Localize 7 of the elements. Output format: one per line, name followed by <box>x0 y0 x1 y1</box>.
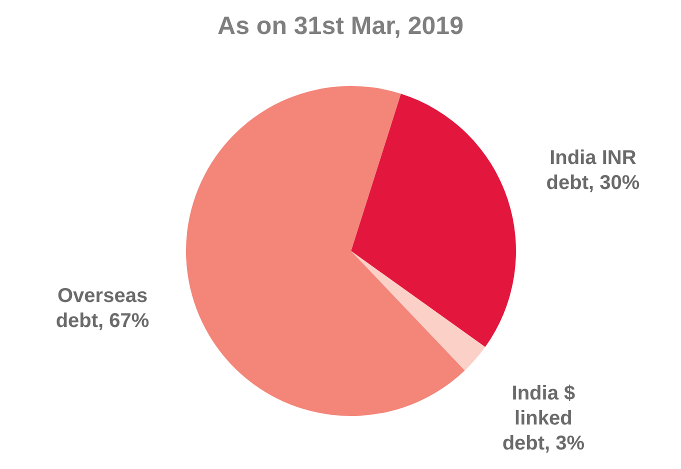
slice-label: India INR debt, 30% <box>546 147 640 194</box>
slice-label: India $ linked debt, 3% <box>502 382 585 454</box>
slice-label: Overseas debt, 67% <box>56 284 150 332</box>
chart-title: As on 31st Mar, 2019 <box>216 12 464 41</box>
pie-slice <box>351 251 486 370</box>
pie-slice <box>186 86 465 416</box>
pie-slice <box>351 94 516 348</box>
